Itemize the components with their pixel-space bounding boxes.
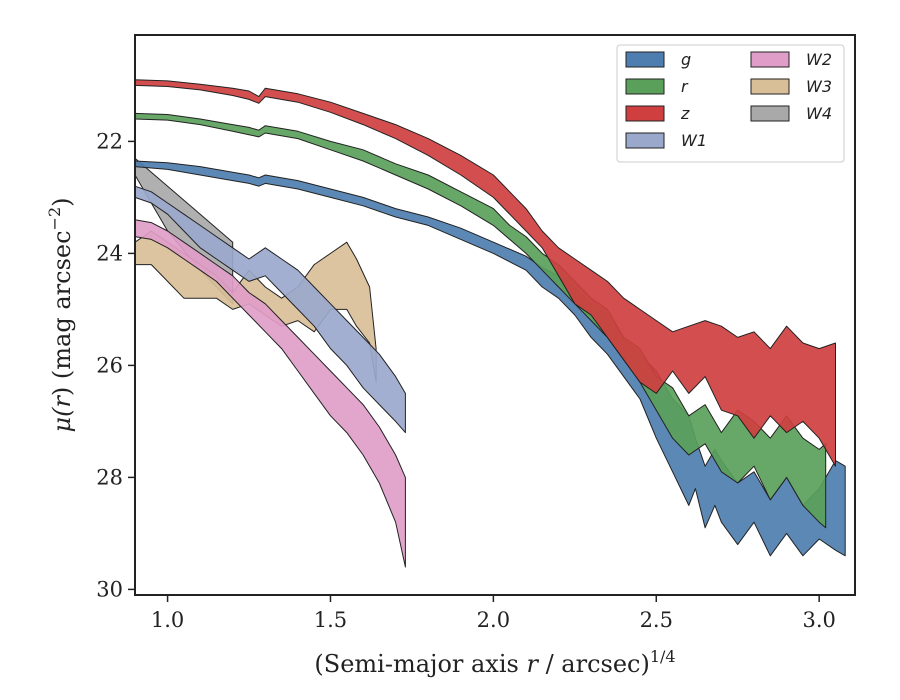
legend-label-w2: W2 [806,50,832,69]
x-tick-label: 3.0 [802,608,835,632]
legend-swatch-r [625,78,665,95]
legend-box [616,44,845,163]
y-tick-label: 26 [96,353,123,377]
x-axis-label: (Semi-major axis r / arcsec)1/4 [314,647,675,678]
legend-label-w3: W3 [806,77,832,96]
band-w1 [134,185,406,434]
legend-swatch-w2 [750,51,790,68]
x-axis-label-var: r [526,650,539,678]
y-tick-label: 22 [96,129,123,153]
y-tick-label: 24 [96,241,123,265]
y-axis-label-close: ) [48,197,76,206]
legend-swatch-g [625,51,665,68]
legend-swatch-w4 [750,105,790,122]
x-tick-label: 1.5 [314,608,347,632]
legend: grz W1 W2 W3 W4 [616,44,845,163]
legend-swatch-z [625,105,665,122]
legend-swatch-w1 [625,132,665,149]
legend-label-z: z [680,104,690,123]
x-axis-label-tail: / arcsec) [538,650,650,678]
x-tick-label: 1.0 [151,608,184,632]
y-axis-ticks: 22 24 26 28 30 [96,129,135,601]
band-r [134,112,827,529]
x-axis-label-sup: 1/4 [650,647,676,666]
legend-swatch-w3 [750,78,790,95]
y-axis-label-main: μ( [48,407,76,433]
y-axis-label-sup: −2 [45,207,64,231]
band-z [134,79,836,467]
y-tick-label: 30 [96,577,123,601]
legend-label-w1: W1 [681,131,707,150]
y-axis-label-var: r [48,395,76,408]
y-tick-label: 28 [96,465,123,489]
band-g [134,160,846,557]
x-tick-label: 2.5 [640,608,673,632]
band-w2 [134,219,406,568]
x-axis-label-main: (Semi-major axis [314,650,526,678]
legend-label-r: r [681,77,689,96]
profile-bands [134,79,846,568]
y-axis-label-tail: ) (mag arcsec [48,230,76,396]
y-axis-label: μ(r) (mag arcsec−2) [45,197,76,432]
x-axis-ticks: 1.0 1.5 2.0 2.5 3.0 [151,595,836,632]
x-tick-label: 2.0 [477,608,510,632]
legend-label-w4: W4 [806,104,832,123]
legend-label-g: g [681,50,691,69]
plot-frame [134,34,856,596]
